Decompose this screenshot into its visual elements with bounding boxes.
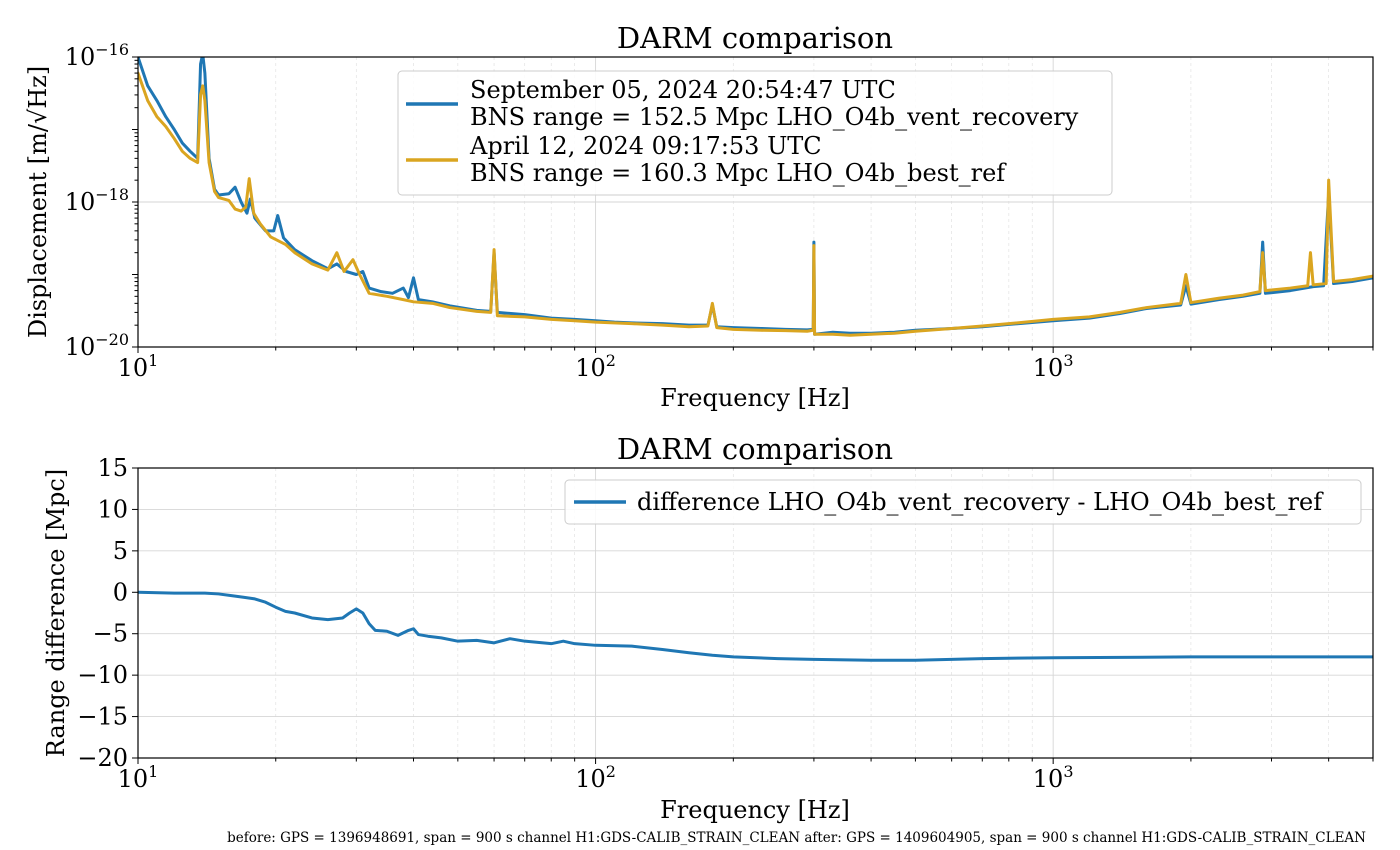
y-tick-label: −10 bbox=[77, 661, 128, 689]
x-tick-label: 102 bbox=[575, 351, 616, 382]
plot-frame bbox=[137, 467, 1374, 759]
y-tick-label: 5 bbox=[113, 537, 128, 565]
y-tick-label: −20 bbox=[77, 744, 128, 772]
legend-label-series-1-line-1: September 05, 2024 20:54:47 UTC bbox=[470, 76, 896, 104]
y-tick-label: 0 bbox=[113, 578, 128, 606]
y-tick-label: 10−18 bbox=[65, 185, 129, 216]
y-tick-label: 15 bbox=[97, 454, 128, 482]
series-line-2 bbox=[138, 71, 1373, 337]
footer-note: before: GPS = 1396948691, span = 900 s c… bbox=[227, 830, 1366, 846]
y-axis-label: Displacement [m/√Hz] bbox=[24, 66, 52, 338]
x-tick-label: 101 bbox=[118, 351, 159, 382]
x-tick-label: 103 bbox=[1033, 351, 1074, 382]
legend-label-series-2-line-2: BNS range = 160.3 Mpc LHO_O4b_best_ref bbox=[470, 159, 1007, 187]
legend-label-series-2-line-1: April 12, 2024 09:17:53 UTC bbox=[469, 132, 822, 160]
legend-label-series-1: difference LHO_O4b_vent_recovery - LHO_O… bbox=[637, 488, 1324, 516]
legend-label-series-1-line-2: BNS range = 152.5 Mpc LHO_O4b_vent_recov… bbox=[470, 103, 1079, 131]
chart-title: DARM comparison bbox=[617, 21, 893, 55]
range-difference-chart: DARM comparison 101 102 103 15 10 5 0 −5 −10 −15 −… bbox=[42, 432, 1374, 824]
y-tick-label: −15 bbox=[77, 703, 128, 731]
x-axis-label: Frequency [Hz] bbox=[660, 384, 850, 412]
legend: difference LHO_O4b_vent_recovery - LHO_O… bbox=[564, 479, 1362, 525]
x-axis-label: Frequency [Hz] bbox=[660, 796, 850, 824]
y-tick-label: −5 bbox=[93, 620, 128, 648]
legend: September 05, 2024 20:54:47 UTC BNS rang… bbox=[397, 70, 1113, 196]
chart-title: DARM comparison bbox=[617, 432, 893, 466]
y-tick-label: 10−20 bbox=[65, 330, 129, 361]
x-tick-label: 101 bbox=[118, 762, 159, 793]
legend-box bbox=[397, 70, 1113, 196]
x-tick-label: 103 bbox=[1033, 762, 1074, 793]
legend-box bbox=[564, 479, 1362, 525]
displacement-chart: DARM comparison 101 102 103 10−16 10−18 10−20… bbox=[24, 21, 1374, 412]
y-tick-label: 10−16 bbox=[65, 40, 129, 71]
x-tick-label: 102 bbox=[575, 762, 616, 793]
y-tick-label: 10 bbox=[97, 495, 128, 523]
y-axis-label: Range difference [Mpc] bbox=[42, 469, 70, 757]
series-line-1 bbox=[138, 590, 1373, 662]
